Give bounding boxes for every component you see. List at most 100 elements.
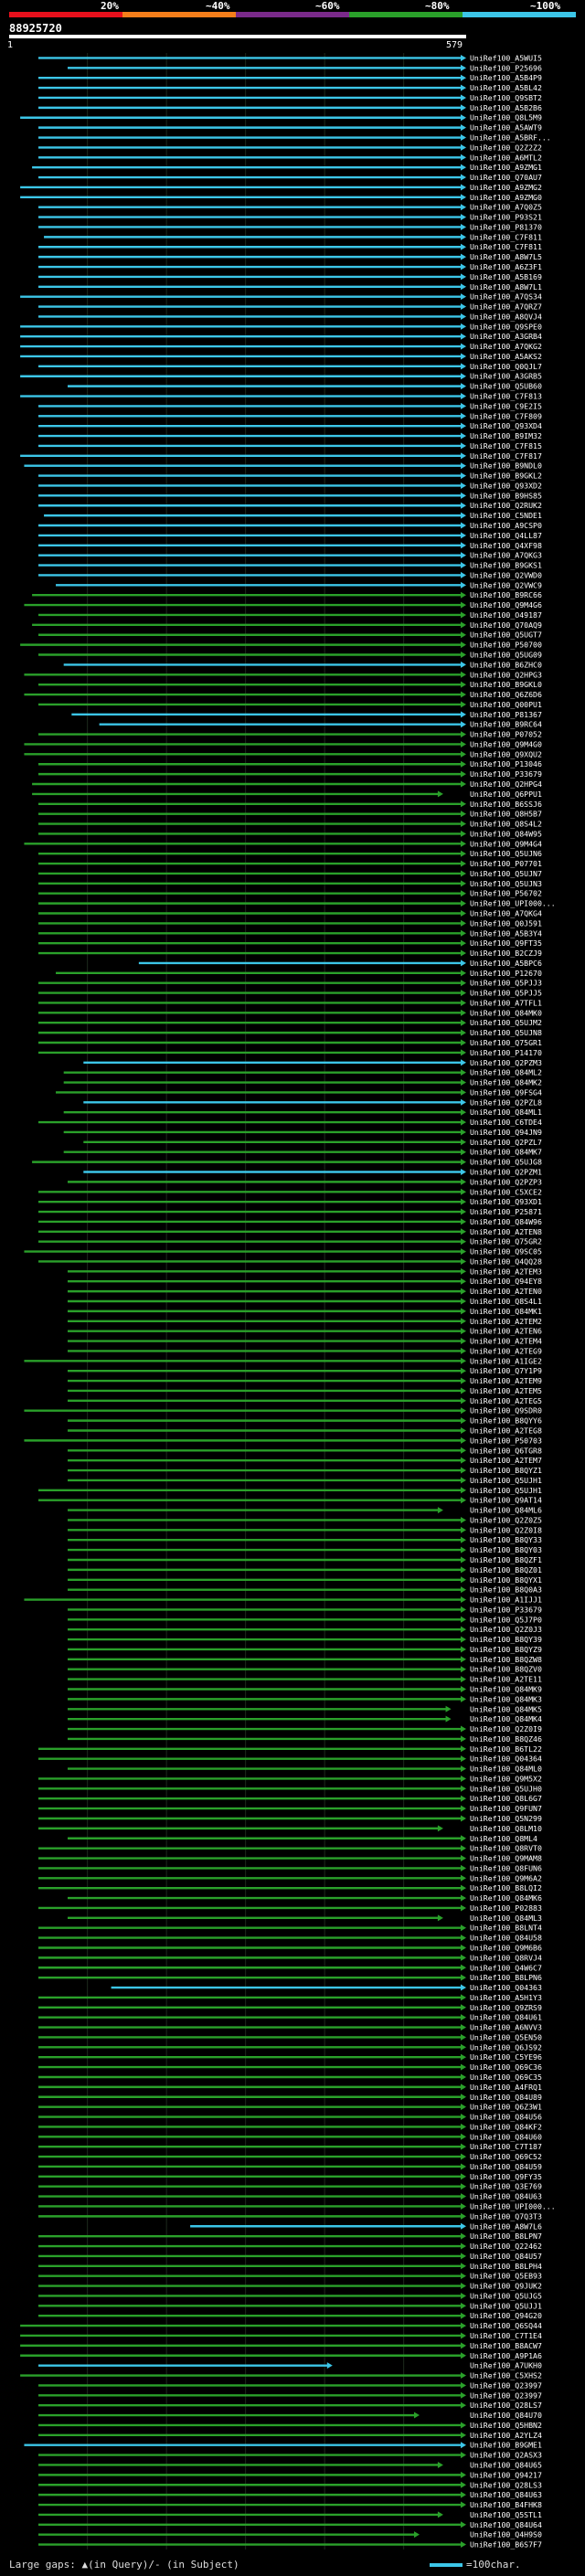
hit-label: UniRef100_A5B2B6 [470,103,542,112]
hit-arrowhead [461,2422,466,2429]
hit-arrowhead [461,970,466,977]
hit-label: UniRef100_Q5UG09 [470,651,542,660]
hit-arrowhead [445,1705,452,1712]
hit-arrowhead [461,1367,466,1374]
hit-label: UniRef100_C5YE96 [470,2052,542,2062]
hit-arrowhead [461,492,466,499]
hit-arrowhead [461,1646,466,1653]
hit-arrowhead [461,2541,466,2549]
hit-arrowhead [461,353,466,360]
hit-arrowhead [461,1347,466,1354]
hit-label: UniRef100_B6S7F7 [470,2540,542,2549]
hit-arrowhead [461,1864,466,1871]
hit-arrowhead [461,2372,466,2380]
hit-arrowhead [461,134,466,142]
hit-arrowhead [461,760,466,768]
hit-arrowhead [461,1676,466,1683]
hit-arrowhead [461,1805,466,1812]
hit-arrowhead [461,2242,466,2250]
hit-arrowhead [461,2263,466,2270]
hit-label: UniRef100_Q84U60 [470,2132,542,2141]
hit-label: UniRef100_A5H1Y3 [470,1993,542,2002]
hit-label: UniRef100_Q5J7P0 [470,1615,542,1624]
hit-label: UniRef100_B9GKL2 [470,472,542,481]
hit-label: UniRef100_A6MTL2 [470,153,542,162]
hit-label: UniRef100_Q9FY35 [470,2172,542,2181]
hit-arrowhead [461,1118,466,1126]
hit-label: UniRef100_B8LPH4 [470,2262,542,2271]
hit-arrowhead [461,1596,466,1604]
hit-label: UniRef100_B9HS85 [470,491,542,500]
legend-tick-20: 20% [101,0,119,12]
hit-label: UniRef100_Q5UJH1 [470,1486,542,1495]
hit-arrowhead [461,1457,466,1464]
hit-label: UniRef100_Q9M4G4 [470,839,542,848]
hit-arrowhead [461,1855,466,1862]
legend-segment-20 [9,12,122,17]
hit-arrowhead [461,442,466,450]
hit-arrowhead [461,1954,466,1961]
hit-label: UniRef100_Q84U70 [470,2411,542,2420]
hit-arrowhead [461,1944,466,1951]
hit-arrowhead [461,402,466,409]
hit-label: UniRef100_Q8ML4 [470,1834,537,1843]
hit-label: UniRef100_Q84U59 [470,2162,542,2171]
hit-label: UniRef100_C7T187 [470,2142,542,2151]
query-end-label: 579 [446,40,463,50]
hit-arrowhead [461,1088,466,1096]
hit-label: UniRef100_A2TEM5 [470,1386,542,1395]
hit-arrowhead [461,1725,466,1733]
hit-arrowhead [461,124,466,132]
hit-label: UniRef100_B9GKS1 [470,561,542,570]
hit-arrowhead [461,1447,466,1454]
hit-label: UniRef100_Q9FSG4 [470,1087,542,1097]
hit-arrowhead [461,652,466,659]
hit-label: UniRef100_A9ZMG1 [470,163,542,172]
hit-arrowhead [461,860,466,867]
hit-arrowhead [461,313,466,320]
hit-arrowhead [461,631,466,639]
hit-label: UniRef100_A3GRB5 [470,372,542,381]
hit-arrowhead [461,2094,466,2101]
hit-arrowhead [461,1835,466,1842]
hit-label: UniRef100_B9GKL0 [470,680,542,689]
hit-label: UniRef100_P12670 [470,969,542,978]
hit-arrowhead [461,1267,466,1275]
hit-arrowhead [461,601,466,609]
hit-arrowhead [461,2183,466,2190]
hit-label: UniRef100_P07052 [470,730,542,739]
hit-arrowhead [461,721,466,728]
hit-arrowhead [461,64,466,71]
hit-label: UniRef100_Q93XD2 [470,481,542,490]
hit-arrowhead [461,363,466,370]
hit-arrowhead [461,393,466,400]
hit-arrowhead [461,740,466,747]
hit-label: UniRef100_Q9SPE0 [470,322,542,331]
query-id: 88925720 [9,22,62,35]
hit-label: UniRef100_B8QZV0 [470,1665,542,1674]
hit-label: UniRef100_Q75GR2 [470,1237,542,1246]
hit-arrowhead [461,184,466,191]
hit-label: UniRef100_P25871 [470,1207,542,1216]
hit-arrowhead [461,2222,466,2230]
hit-arrowhead [461,929,466,937]
hit-arrowhead [461,1795,466,1802]
hit-arrowhead [461,1497,466,1504]
hit-label: UniRef100_Q84U64 [470,2520,542,2529]
query-start-label: 1 [7,40,14,50]
hit-label: UniRef100_Q5UJM2 [470,1018,542,1027]
hit-arrowhead [461,1685,466,1692]
hit-arrowhead [461,990,466,997]
hit-arrowhead [461,1277,466,1285]
hit-arrowhead [461,2432,466,2439]
hit-arrowhead [461,1059,466,1066]
hit-arrowhead [461,1029,466,1036]
hit-arrowhead [461,333,466,340]
hit-label: UniRef100_Q2Z2Z2 [470,143,542,152]
hit-label: UniRef100_Q84U57 [470,2252,542,2261]
hit-label: UniRef100_P81367 [470,710,542,719]
hit-label: UniRef100_A2TEM2 [470,1317,542,1326]
hit-arrowhead [461,2442,466,2449]
hit-label: UniRef100_Q22462 [470,2242,542,2251]
hit-arrowhead [461,2123,466,2130]
